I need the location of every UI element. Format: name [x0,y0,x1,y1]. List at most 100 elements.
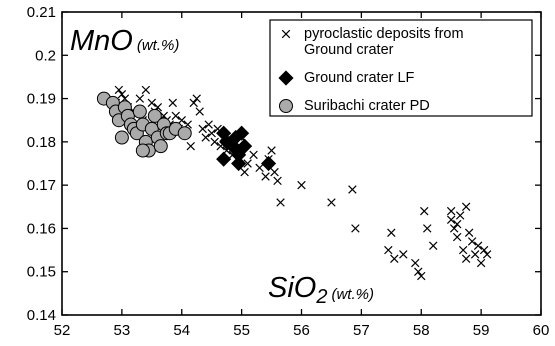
data-point-x [192,94,201,103]
data-point-x [399,250,408,259]
data-point-x [452,219,462,229]
data-point-x [273,176,282,186]
data-point-x [411,258,420,268]
data-point-x [479,245,489,255]
data-point-x [249,150,258,160]
data-point-circle [147,108,162,123]
data-point-circle [114,130,129,145]
data-point-x [482,250,492,259]
data-point-x [141,85,151,95]
data-point-x [461,202,471,212]
data-point-circle [153,139,168,154]
data-point-x [207,128,216,138]
x-tick-label: 55 [233,322,250,339]
data-point-x [210,137,219,147]
data-point-diamond [234,125,250,141]
data-point-x [390,254,399,263]
data-point-x [414,267,423,276]
data-point-x [171,111,180,121]
data-point-x [420,206,429,216]
data-point-x [114,85,124,95]
legend-marker-circle [279,99,293,113]
data-point-x [240,167,249,177]
data-point-x [255,163,264,173]
data-point-x [189,98,198,108]
x-axis-title-main: SiO [268,272,316,304]
data-point-x [267,146,276,155]
data-point-x [417,271,426,281]
data-point-x [147,98,157,108]
y-tick-label: 0.18 [27,134,56,151]
y-tick-label: 0.2 [35,47,56,64]
plot-frame [61,11,542,316]
data-point-x [276,198,285,207]
data-point-circle [177,126,192,141]
data-point-x [464,228,474,237]
data-point-x [135,94,145,103]
x-tick-label: 52 [54,322,71,339]
data-point-x [384,245,393,255]
y-tick-label: 0.15 [27,264,56,281]
data-point-x [387,228,396,237]
data-point-x [186,141,195,151]
data-point-x [449,224,459,233]
data-point-x [198,124,207,134]
data-point-circle [135,143,150,158]
data-point-diamond [216,151,232,167]
legend-marker-diamond [278,70,294,86]
data-point-x [117,90,127,99]
data-point-x [348,185,357,194]
data-point-x [455,211,465,220]
data-point-x [446,215,456,224]
x-axis-title-unit: (wt.%) [331,286,374,303]
data-point-diamond [231,155,247,172]
data-point-diamond [237,138,253,154]
y-tick-label: 0.16 [27,220,56,237]
data-point-diamond [261,155,277,172]
data-points [96,85,492,281]
data-point-x [458,245,468,255]
data-point-x [297,180,306,190]
data-point-x [195,107,204,116]
data-point-circle [132,104,147,119]
y-tick-label: 0.17 [27,177,56,194]
y-axis-title-unit: (wt.%) [137,37,180,54]
data-point-x [177,115,186,125]
data-point-x [261,172,270,181]
x-tick-label: 59 [473,322,490,339]
data-point-x [327,198,336,207]
x-tick-label: 56 [293,322,310,339]
x-tick-label: 54 [173,322,190,339]
x-axis-title-subscript: 2 [315,286,327,308]
x-tick-label: 57 [353,322,370,339]
legend-label: Suribachi crater PD [304,98,430,114]
x-tick-label: 53 [114,322,131,339]
data-point-x [243,159,252,168]
legend-label: pyroclastic deposits from [304,26,464,42]
data-point-x [473,241,483,250]
x-tick-label: 60 [533,322,550,339]
data-point-x [204,120,213,129]
legend-label: Ground crater [304,42,394,58]
y-tick-label: 0.19 [27,91,56,108]
data-point-x [461,254,471,263]
x-axis-title: SiO2 (wt.%) [268,272,374,308]
legend-box [269,19,533,117]
legend-label: Ground crater LF [304,70,415,86]
y-tick-label: 0.21 [27,4,56,21]
data-point-x [470,250,480,259]
ticks: 52 53 54 55 56 57 58 59 60 0.14 0.15 0.16 0.17 0.18 0.… [27,4,550,339]
data-point-x [270,167,279,177]
data-point-x [168,98,177,108]
y-axis-title: MnO (wt.%) [70,25,179,57]
data-point-x [476,258,486,268]
x-tick-label: 58 [413,322,430,339]
data-point-x [446,206,456,216]
y-tick-label: 0.14 [27,307,56,324]
data-point-x [351,224,360,233]
data-point-x [201,133,210,142]
data-point-x [429,241,438,250]
data-point-x [423,224,432,233]
legend-marker-x [281,29,291,39]
